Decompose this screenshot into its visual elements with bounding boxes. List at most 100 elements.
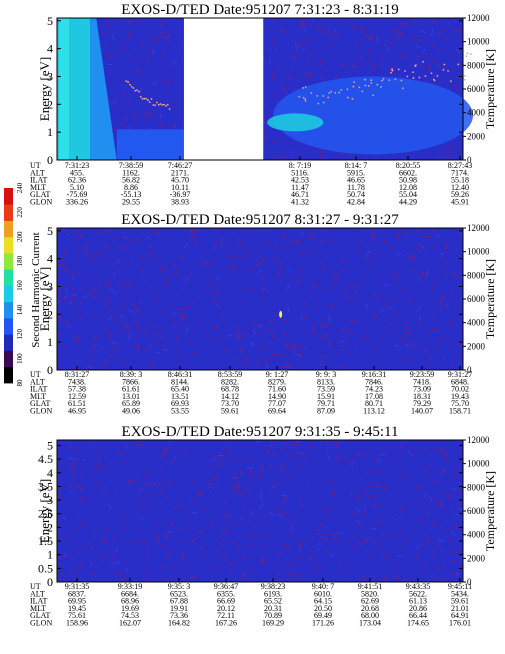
temperature-trace-point bbox=[388, 79, 390, 81]
temperature-trace-point bbox=[381, 80, 383, 82]
spectrogram-background bbox=[57, 440, 463, 582]
noise-speck bbox=[162, 33, 167, 34]
colorbar-tick-label: 220 bbox=[16, 207, 24, 218]
y2-tick-label: 12000 bbox=[467, 223, 490, 233]
temperature-trace-point bbox=[368, 85, 370, 87]
temperature-trace-point bbox=[328, 92, 330, 94]
y-tick-label: 5 bbox=[47, 438, 53, 452]
noise-speck bbox=[105, 296, 109, 297]
noise-speck bbox=[234, 491, 237, 492]
temperature-trace-point bbox=[138, 91, 140, 93]
temperature-trace-point bbox=[142, 98, 144, 100]
table-row-label: GLON bbox=[30, 198, 52, 207]
table-cell: 140.07 bbox=[411, 407, 433, 416]
temperature-trace-point bbox=[310, 92, 312, 94]
temperature-trace-point bbox=[412, 71, 414, 73]
temperature-trace-point bbox=[380, 86, 382, 88]
spectrogram-panel: EXOS-D/TED Date:951207 9:31:35 - 9:45:11… bbox=[30, 424, 497, 628]
noise-speck bbox=[442, 551, 444, 552]
temperature-trace-point bbox=[464, 75, 466, 77]
temperature-trace-point bbox=[466, 52, 468, 54]
post-gap-core bbox=[267, 113, 323, 131]
temperature-trace-point bbox=[169, 108, 171, 110]
y-tick-label: 0 bbox=[47, 363, 53, 377]
table-cell: 53.55 bbox=[171, 407, 189, 416]
temperature-trace-point bbox=[376, 84, 378, 86]
spectrogram-panel: EXOS-D/TED Date:951207 7:31:23 - 8:31:19… bbox=[30, 2, 497, 207]
colorbar-segment bbox=[4, 334, 13, 351]
noise-speck bbox=[431, 525, 434, 526]
temperature-trace-point bbox=[415, 64, 417, 66]
noise-speck bbox=[416, 56, 420, 57]
temperature-trace-point bbox=[129, 84, 131, 86]
temperature-trace-point bbox=[352, 98, 354, 100]
noise-speck bbox=[351, 26, 357, 27]
temperature-trace-point bbox=[400, 80, 402, 82]
colorbar-tick-label: 100 bbox=[16, 353, 24, 364]
temperature-trace-point bbox=[370, 79, 372, 81]
colorbar-segment bbox=[4, 204, 13, 221]
y-tick-label: 0.5 bbox=[38, 561, 53, 575]
temperature-trace-point bbox=[358, 86, 360, 88]
temperature-trace-point bbox=[346, 88, 348, 90]
y-tick-label: 4.5 bbox=[38, 452, 53, 466]
y-tick-label: 0 bbox=[47, 153, 53, 167]
temperature-trace-point bbox=[317, 103, 319, 105]
y2-tick-label: 10000 bbox=[467, 247, 490, 257]
noise-speck bbox=[109, 57, 114, 58]
temperature-trace-point bbox=[160, 103, 162, 105]
y-tick-label: 1 bbox=[47, 548, 53, 562]
low-energy-core bbox=[59, 18, 69, 160]
temperature-trace-point bbox=[398, 69, 400, 71]
temperature-trace-point bbox=[418, 77, 420, 79]
data-gap bbox=[184, 18, 263, 160]
noise-speck bbox=[100, 259, 103, 260]
table-cell: 42.84 bbox=[347, 198, 365, 207]
colorbar-tick-label: 80 bbox=[16, 379, 24, 387]
temperature-trace-point bbox=[353, 81, 355, 83]
temperature-trace-point bbox=[152, 104, 154, 106]
y2-axis-label: Temperature [K] bbox=[483, 471, 497, 551]
y-tick-label: 1 bbox=[47, 125, 53, 139]
temperature-trace-point bbox=[149, 101, 151, 103]
table-cell: 49.06 bbox=[122, 407, 140, 416]
temperature-trace-point bbox=[391, 70, 393, 72]
noise-speck bbox=[212, 521, 213, 524]
temperature-trace-point bbox=[465, 55, 467, 57]
y-tick-label: 4 bbox=[47, 252, 53, 266]
temperature-trace-point bbox=[338, 92, 340, 94]
temperature-trace-point bbox=[298, 96, 300, 98]
y2-tick-label: 12000 bbox=[467, 435, 490, 445]
temperature-trace-point bbox=[327, 97, 329, 99]
noise-speck bbox=[95, 535, 96, 539]
table-cell: 173.04 bbox=[359, 619, 381, 628]
panel-title: EXOS-D/TED Date:951207 7:31:23 - 8:31:19 bbox=[121, 2, 398, 18]
table-row-label: GLON bbox=[30, 407, 52, 416]
temperature-trace-point bbox=[304, 98, 306, 100]
temperature-trace-point bbox=[330, 91, 332, 93]
colorbar-label: Second Harmonic Current bbox=[30, 232, 42, 347]
temperature-trace-point bbox=[316, 95, 318, 97]
temperature-trace-point bbox=[145, 98, 147, 100]
y-tick-label: 4 bbox=[47, 466, 53, 480]
temperature-trace-point bbox=[125, 80, 127, 82]
colorbar-segment bbox=[4, 269, 13, 286]
temperature-trace-point bbox=[305, 100, 307, 102]
temperature-trace-point bbox=[334, 92, 336, 94]
temperature-trace-point bbox=[406, 76, 408, 78]
temperature-trace-point bbox=[370, 82, 372, 84]
noise-speck bbox=[58, 322, 64, 323]
temperature-trace-point bbox=[443, 64, 445, 66]
y-tick-label: 5 bbox=[47, 14, 53, 28]
temperature-trace-point bbox=[163, 104, 165, 106]
noise-speck bbox=[93, 296, 98, 297]
temperature-trace-point bbox=[431, 72, 433, 74]
temperature-trace-point bbox=[412, 77, 414, 79]
noise-speck bbox=[229, 250, 231, 251]
y2-axis-label: Temperature [K] bbox=[483, 49, 497, 129]
temperature-trace-point bbox=[443, 69, 445, 71]
table-cell: 46.95 bbox=[68, 407, 86, 416]
temperature-trace-point bbox=[127, 81, 129, 83]
